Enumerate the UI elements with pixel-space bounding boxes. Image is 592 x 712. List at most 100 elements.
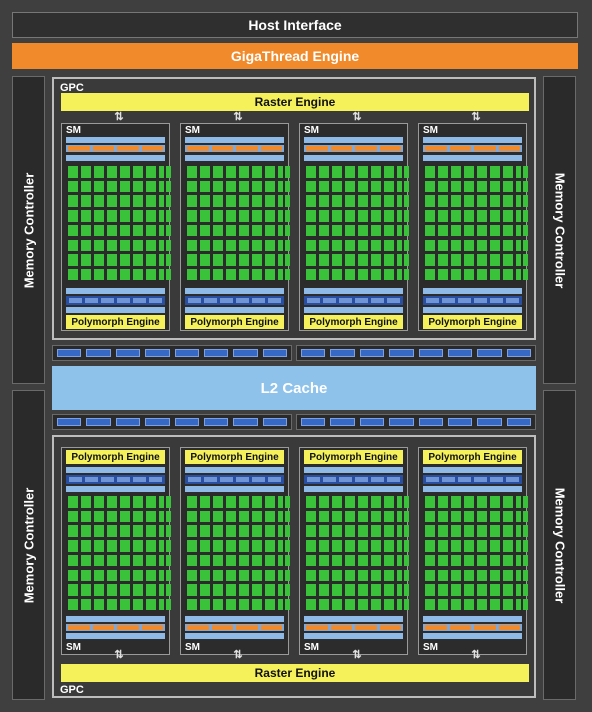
cuda-core [146,598,156,611]
cuda-core [464,195,474,207]
dispatch-unit [306,625,328,630]
cuda-core [252,584,262,596]
sm-label: SM [423,125,438,136]
texture-unit [387,477,400,482]
cuda-core [200,254,210,266]
cuda-core [213,510,223,523]
cuda-core [319,224,329,237]
special-function-unit [404,254,409,266]
cuda-core [358,254,368,266]
cuda-core [490,268,500,281]
special-function-unit [166,224,171,237]
texture-unit [133,298,146,303]
texture-unit [506,298,519,303]
cuda-core [213,166,223,178]
cuda-core [306,195,316,207]
cuda-core [438,598,448,611]
special-function-unit [166,166,171,178]
cuda-core [239,239,249,251]
cuda-core [146,210,156,222]
cuda-core [213,554,223,567]
cuda-core [332,180,342,193]
cuda-core [81,195,91,207]
cuda-core [213,540,223,552]
cuda-core [226,254,236,266]
cuda-core [252,210,262,222]
cuda-core [187,584,197,596]
cuda-core [319,268,329,281]
polymorph-engine-label: Polymorph Engine [309,316,398,328]
cuda-core [345,195,355,207]
load-store-unit [159,569,164,581]
cuda-core [464,254,474,266]
register-file [66,155,165,161]
cuda-core [438,166,448,178]
cuda-core [438,195,448,207]
cuda-core [146,554,156,567]
polymorph-engine: Polymorph Engine [66,315,165,329]
cuda-core [438,210,448,222]
register-file [423,616,522,622]
polymorph-engine-label: Polymorph Engine [428,316,517,328]
cuda-core [187,496,197,508]
cuda-core [68,268,78,281]
special-function-unit [285,569,290,581]
cuda-core [200,554,210,567]
memory-controller-label: Memory Controller [552,172,568,288]
load-store-unit [278,180,283,193]
cuda-core [133,166,143,178]
interconnect-network [423,288,522,294]
load-store-unit [516,166,521,178]
cuda-core [451,598,461,611]
load-store-unit [159,195,164,207]
cuda-core [358,496,368,508]
data-arrows-icon: ⇅ [471,649,481,661]
special-function-unit [523,268,528,281]
cuda-core [490,540,500,552]
texture-unit [307,477,320,482]
cuda-core [133,180,143,193]
cuda-core [107,254,117,266]
cuda-core [384,540,394,552]
polymorph-engine-label: Polymorph Engine [71,451,160,463]
cuda-core [332,254,342,266]
texture-unit-row [304,475,403,484]
cuda-core [490,224,500,237]
cuda-core [226,195,236,207]
cuda-core [107,510,117,523]
cuda-core [68,239,78,251]
cuda-core [81,180,91,193]
load-store-unit [397,510,402,523]
interconnect-network [66,288,165,294]
cuda-core [451,540,461,552]
cuda-core [477,554,487,567]
raster-engine-label: Raster Engine [254,95,336,109]
cuda-core [438,224,448,237]
load-store-unit [159,496,164,508]
dispatch-unit [211,625,233,630]
cuda-core [146,569,156,581]
cuda-core [265,268,275,281]
cuda-core [146,540,156,552]
cuda-core [68,195,78,207]
gpc-label: GPC [60,82,84,94]
texture-unit-row [423,475,522,484]
texture-unit [458,477,471,482]
cuda-core [120,268,130,281]
cuda-core [252,195,262,207]
cuda-core [94,598,104,611]
cuda-core [226,239,236,251]
data-arrows-icon: ⇅ [114,111,124,123]
interconnect-bus [52,345,292,361]
load-store-unit [397,166,402,178]
cuda-core [133,569,143,581]
polymorph-engine-label: Polymorph Engine [71,316,160,328]
cuda-core [477,210,487,222]
load-store-unit [159,180,164,193]
cuda-core [81,584,91,596]
cuda-core [451,569,461,581]
dispatch-unit [141,625,163,630]
texture-unit [204,477,217,482]
cuda-core [200,180,210,193]
cuda-core [252,239,262,251]
